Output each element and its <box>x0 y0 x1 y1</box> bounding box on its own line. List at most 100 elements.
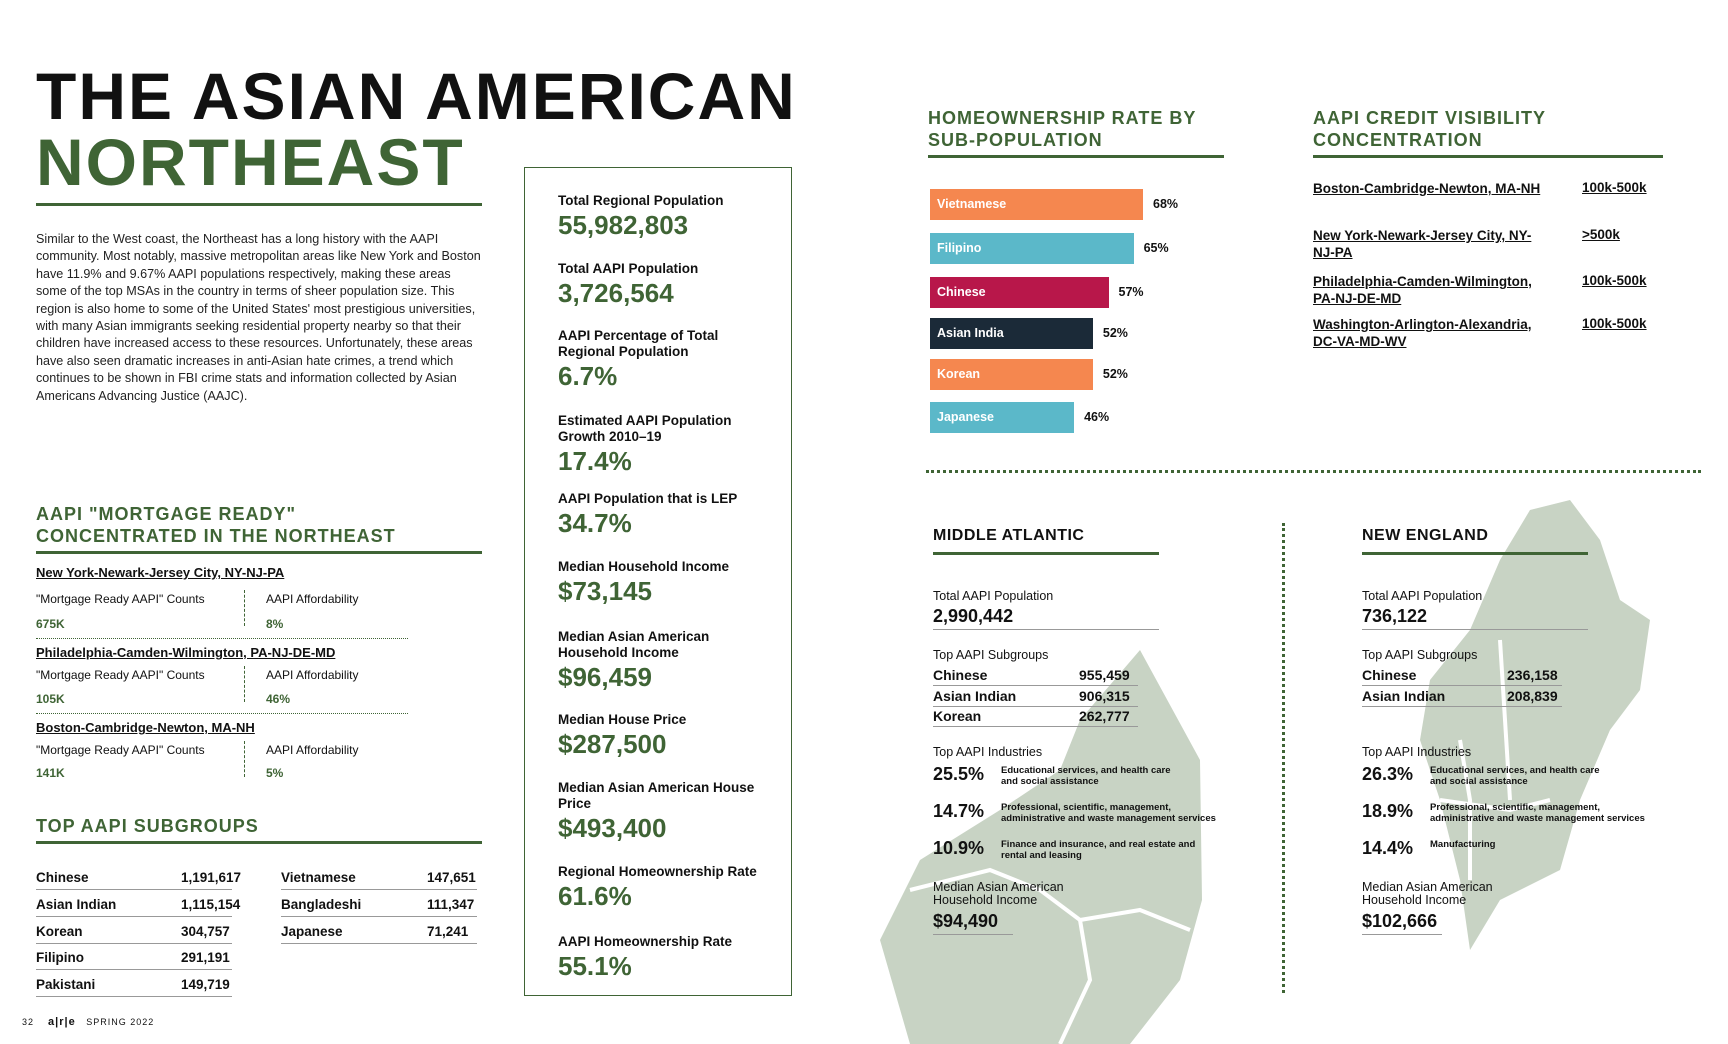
section-divider-horizontal <box>926 470 1701 473</box>
ne-industry-pct: 14.4% <box>1362 838 1414 858</box>
mr-count-label-0: "Mortgage Ready AAPI" Counts <box>36 592 205 606</box>
subgroup-name: Vietnamese <box>281 870 356 885</box>
mid-heading: MIDDLE ATLANTIC <box>933 527 1085 544</box>
ne-industry-pct: 26.3% <box>1362 764 1414 784</box>
ne-industry-desc2: and social assistance <box>1430 776 1528 787</box>
ne-subgroups-label: Top AAPI Subgroups <box>1362 648 1478 662</box>
stat-value: 17.4% <box>558 446 632 476</box>
bar-label: Japanese <box>937 410 994 424</box>
mr-count-label-1: "Mortgage Ready AAPI" Counts <box>36 668 205 682</box>
subgroup-underline <box>281 916 477 917</box>
credit-heading-line1: AAPI CREDIT VISIBILITY <box>1313 108 1547 128</box>
subgroup-underline <box>36 969 232 970</box>
bar-value-label: 68% <box>1153 197 1179 211</box>
mid-industries-label: Top AAPI Industries <box>933 745 1043 759</box>
title-rule <box>36 203 482 206</box>
credit-city: Washington-Arlington-Alexandria, DC-VA-M… <box>1313 317 1532 349</box>
credit-heading: AAPI CREDIT VISIBILITY CONCENTRATION <box>1313 107 1673 151</box>
stat-value: 34.7% <box>558 508 632 538</box>
stat-label: AAPI Population that is LEP <box>558 491 738 506</box>
section-divider-vertical <box>1282 523 1285 993</box>
bar-chinese: Chinese <box>930 277 1109 308</box>
mid-heading-rule <box>933 552 1159 555</box>
mid-subgroup-value: 906,315 <box>1079 688 1130 704</box>
subgroups-rule <box>36 841 482 844</box>
stat-label: Total AAPI Population <box>558 261 699 276</box>
bar-label: Filipino <box>937 241 982 255</box>
page-title-line1: THE ASIAN AMERICAN <box>36 59 797 133</box>
mid-income-label-1: Median Asian American <box>933 880 1064 894</box>
mid-subgroup-value: 955,459 <box>1079 667 1130 683</box>
ne-income-underline <box>1362 934 1442 935</box>
mid-industry-pct: 14.7% <box>933 801 985 821</box>
bar-label: Asian India <box>937 326 1004 340</box>
subgroup-value: 304,757 <box>181 924 230 939</box>
ne-income-value: $102,666 <box>1362 911 1438 931</box>
stat-label: Total Regional Population <box>558 193 724 208</box>
mid-industry-desc2: and social assistance <box>1001 776 1099 787</box>
stat-label: AAPI Percentage of Total Regional Popula… <box>558 328 719 359</box>
bar-filipino: Filipino <box>930 233 1134 264</box>
ne-income-label-2: Household Income <box>1362 893 1467 907</box>
stat-value: $493,400 <box>558 813 667 843</box>
credit-city: Philadelphia-Camden-Wilmington, PA-NJ-DE… <box>1313 274 1532 306</box>
bar-korean: Korean <box>930 359 1093 390</box>
mr-afford-2: 5% <box>266 766 284 780</box>
subgroup-name: Chinese <box>36 870 89 885</box>
stat-label: Estimated AAPI Population Growth 2010–19 <box>558 413 732 444</box>
mid-subgroup-name: Korean <box>933 708 982 724</box>
mr-divider-1 <box>244 666 245 702</box>
mr-afford-1: 46% <box>266 692 291 706</box>
bar-label: Chinese <box>937 285 986 299</box>
stat-value: 55,982,803 <box>558 210 689 240</box>
mr-divider-2 <box>244 741 245 777</box>
ne-pop-label: Total AAPI Population <box>1362 589 1483 603</box>
mid-industry-desc1: Finance and insurance, and real estate a… <box>1001 839 1196 850</box>
mid-industry-desc1: Professional, scientific, management, <box>1001 802 1171 813</box>
stat-label: Regional Homeownership Rate <box>558 864 757 879</box>
credit-rule <box>1313 155 1663 158</box>
subgroups-heading: TOP AAPI SUBGROUPS <box>36 816 259 836</box>
bar-japanese: Japanese <box>930 402 1075 433</box>
stat-label: Median Asian American House Price <box>558 780 755 811</box>
mid-subgroup-underline <box>933 685 1138 686</box>
credit-heading-line2: CONCENTRATION <box>1313 130 1483 150</box>
stat-value: 6.7% <box>558 361 618 391</box>
ne-industry-desc1: Professional, scientific, management, <box>1430 802 1600 813</box>
ne-pop-value: 736,122 <box>1362 606 1428 626</box>
bar-vietnamese: Vietnamese <box>930 189 1143 220</box>
bar-value-label: 57% <box>1118 285 1144 299</box>
chart-title-line2: SUB-POPULATION <box>928 130 1103 150</box>
mid-industry-desc2: administrative and waste management serv… <box>1001 813 1216 824</box>
credit-value: >500k <box>1582 227 1620 242</box>
credit-value: 100k-500k <box>1582 316 1647 331</box>
subgroup-value: 291,191 <box>181 950 230 965</box>
mid-industry-pct: 10.9% <box>933 838 985 858</box>
mid-industry-pct: 25.5% <box>933 764 985 784</box>
subgroup-value: 147,651 <box>427 870 476 885</box>
mr-count-label-2: "Mortgage Ready AAPI" Counts <box>36 743 205 757</box>
ne-industry-pct: 18.9% <box>1362 801 1414 821</box>
mortgage-ready-rule <box>36 551 482 554</box>
page-number: 32 <box>22 1017 35 1027</box>
subgroup-value: 1,115,154 <box>181 897 241 912</box>
subgroup-underline <box>281 943 477 944</box>
mid-income-value: $94,490 <box>933 911 999 931</box>
credit-city: New York-Newark-Jersey City, NY-NJ-PA <box>1313 228 1532 260</box>
stat-label: AAPI Homeownership Rate <box>558 934 733 949</box>
ne-pop-underline <box>1362 629 1588 630</box>
subgroup-value: 111,347 <box>427 897 475 912</box>
ne-subgroup-name: Chinese <box>1362 667 1417 683</box>
ne-industry-desc1: Manufacturing <box>1430 839 1496 850</box>
mid-subgroups-label: Top AAPI Subgroups <box>933 648 1049 662</box>
stats-box <box>524 167 792 996</box>
mid-pop-label: Total AAPI Population <box>933 589 1054 603</box>
page-title-line2: NORTHEAST <box>36 125 465 199</box>
ne-subgroup-name: Asian Indian <box>1362 688 1446 704</box>
middle-atlantic-map <box>880 650 1202 1044</box>
mr-divider-0 <box>244 590 245 626</box>
stat-label: Median Asian American Household Income <box>558 629 710 660</box>
ne-subgroup-value: 208,839 <box>1507 688 1558 704</box>
mid-industry-desc1: Educational services, and health care <box>1001 765 1171 776</box>
bar-value-label: 52% <box>1102 367 1128 381</box>
